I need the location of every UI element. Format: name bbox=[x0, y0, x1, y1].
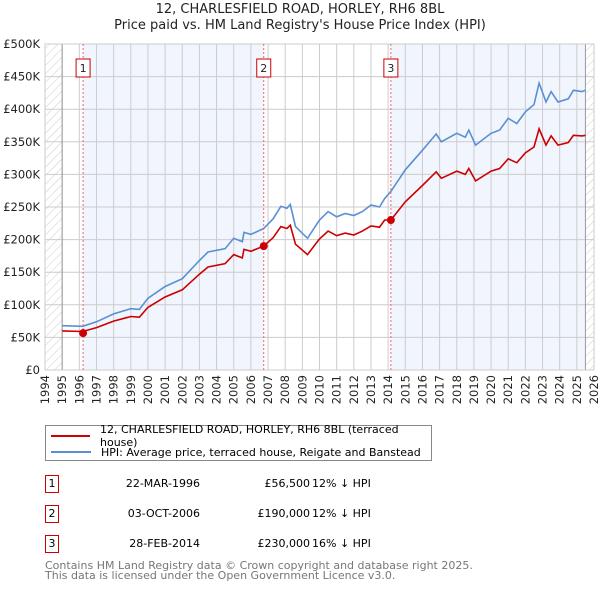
x-tick-label: 2001 bbox=[158, 375, 172, 404]
sale-price: £190,000 bbox=[257, 507, 311, 520]
x-tick-label: 2023 bbox=[536, 375, 550, 404]
x-tick-label: 2012 bbox=[347, 375, 361, 404]
legend-label: HPI: Average price, terraced house, Reig… bbox=[101, 445, 421, 459]
plot-frame bbox=[44, 43, 595, 371]
price-chart: 1 2 3 £0 £50K £100K £150K £200K £250K £300K £350K £… bbox=[3, 37, 600, 404]
x-tick-label: 2000 bbox=[141, 375, 155, 404]
x-tick-label: 2026 bbox=[587, 375, 600, 404]
property-price-line bbox=[62, 126, 586, 333]
sale-label: 3 bbox=[387, 62, 394, 75]
y-tick-label: £100K bbox=[3, 298, 40, 312]
y-tick-label: £450K bbox=[3, 70, 40, 84]
y-tick-label: £350K bbox=[3, 135, 40, 149]
legend-swatch-red bbox=[51, 435, 90, 437]
x-tick-label: 2004 bbox=[210, 375, 224, 404]
x-tick-label: 2014 bbox=[381, 375, 395, 404]
y-tick-label: £50K bbox=[11, 330, 41, 344]
sale-row: 3 28-FEB-2014 £230,000 16% ↓ HPI bbox=[45, 535, 465, 555]
x-tick-label: 2005 bbox=[227, 375, 241, 404]
y-tick-label: £0 bbox=[25, 363, 40, 377]
chart-title-line1: 12, CHARLESFIELD ROAD, HORLEY, RH6 8BL bbox=[155, 2, 445, 17]
sale-number-badge: 2 bbox=[45, 505, 59, 523]
sale-label-box bbox=[75, 58, 91, 78]
x-tick-label: 2025 bbox=[570, 375, 584, 404]
x-tick-label: 2013 bbox=[364, 375, 378, 404]
sale-hpi-diff: 12% ↓ HPI bbox=[312, 477, 371, 490]
sale-point bbox=[386, 216, 395, 225]
x-tick-label: 2002 bbox=[175, 375, 189, 404]
y-tick-label: £150K bbox=[3, 265, 40, 279]
y-tick-label: £200K bbox=[3, 233, 40, 247]
sale-number-badge: 1 bbox=[45, 475, 59, 493]
x-tick-label: 2020 bbox=[484, 375, 498, 404]
y-tick-label: £300K bbox=[3, 167, 40, 181]
y-tick-label: £250K bbox=[3, 200, 40, 214]
x-tick-label: 1994 bbox=[38, 375, 52, 404]
sale-date: 22-MAR-1996 bbox=[125, 477, 200, 490]
x-tick-label: 1998 bbox=[107, 375, 121, 404]
x-tick-label: 2022 bbox=[518, 375, 532, 404]
x-tick-label: 2021 bbox=[501, 375, 515, 404]
x-tick-label: 1996 bbox=[72, 375, 86, 404]
x-tick-label: 1995 bbox=[55, 375, 69, 404]
legend-item-hpi: HPI: Average price, terraced house, Reig… bbox=[51, 444, 421, 460]
footer-copyright: Contains HM Land Registry data © Crown c… bbox=[45, 559, 473, 572]
x-tick-label: 2016 bbox=[415, 375, 429, 404]
hpi-line bbox=[62, 80, 586, 328]
legend: 12, CHARLESFIELD ROAD, HORLEY, RH6 8BL (… bbox=[45, 423, 432, 461]
chart-title-line2: Price paid vs. HM Land Registry's House … bbox=[114, 18, 486, 33]
sale-number-badge: 3 bbox=[45, 535, 59, 553]
sale-price: £56,500 bbox=[264, 477, 311, 490]
legend-item-property: 12, CHARLESFIELD ROAD, HORLEY, RH6 8BL (… bbox=[51, 423, 431, 449]
y-tick-label: £500K bbox=[3, 37, 40, 51]
x-tick-label: 2008 bbox=[278, 375, 292, 404]
x-tick-label: 2009 bbox=[295, 375, 309, 404]
x-tick-label: 1999 bbox=[124, 375, 138, 404]
sale-price: £230,000 bbox=[257, 537, 311, 550]
sale-row: 1 22-MAR-1996 £56,500 12% ↓ HPI bbox=[45, 475, 465, 495]
x-tick-label: 2015 bbox=[398, 375, 412, 404]
footer-licence: This data is licensed under the Open Gov… bbox=[45, 569, 396, 582]
x-tick-label: 2017 bbox=[433, 375, 447, 404]
x-tick-label: 2003 bbox=[192, 375, 206, 404]
x-tick-label: 1997 bbox=[89, 375, 103, 404]
x-tick-label: 2006 bbox=[244, 375, 258, 404]
x-tick-label: 2018 bbox=[450, 375, 464, 404]
x-tick-label: 2024 bbox=[553, 375, 567, 404]
sale-label: 1 bbox=[80, 62, 87, 75]
legend-swatch-blue bbox=[51, 451, 91, 453]
x-tick-label: 2007 bbox=[261, 375, 275, 404]
sale-label: 2 bbox=[260, 62, 267, 75]
sale-hpi-diff: 16% ↓ HPI bbox=[312, 537, 371, 550]
sale-point bbox=[259, 242, 268, 251]
x-tick-label: 2010 bbox=[313, 375, 327, 404]
sale-row: 2 03-OCT-2006 £190,000 12% ↓ HPI bbox=[45, 505, 465, 525]
y-tick-label: £400K bbox=[3, 102, 40, 116]
legend-label: 12, CHARLESFIELD ROAD, HORLEY, RH6 8BL (… bbox=[100, 423, 399, 449]
sale-label-box bbox=[256, 58, 272, 78]
sale-hpi-diff: 12% ↓ HPI bbox=[312, 507, 371, 520]
sale-point bbox=[79, 329, 88, 338]
x-tick-label: 2019 bbox=[467, 375, 481, 404]
sale-date: 28-FEB-2014 bbox=[129, 537, 200, 550]
sale-label-box bbox=[383, 58, 399, 78]
x-tick-label: 2011 bbox=[330, 375, 344, 404]
sale-date: 03-OCT-2006 bbox=[127, 507, 200, 520]
